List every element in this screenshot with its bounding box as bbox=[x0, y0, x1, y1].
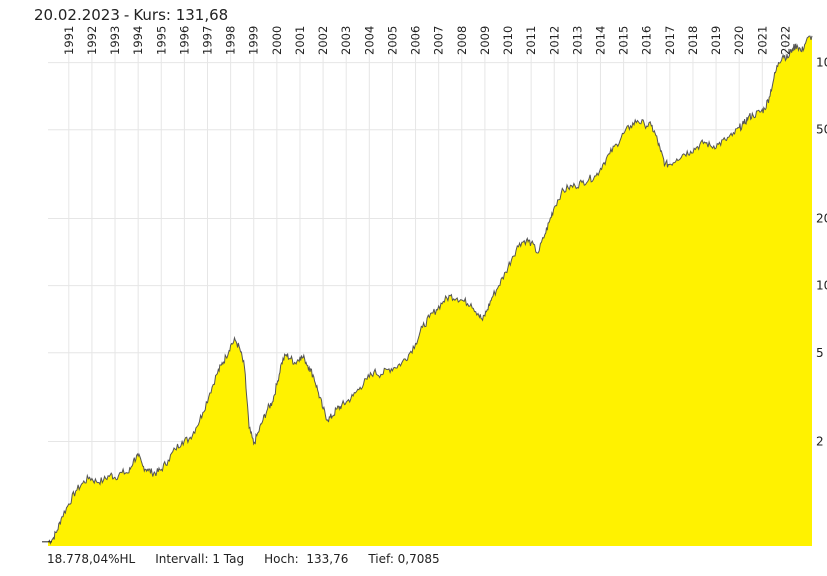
x-tick-label: 2013 bbox=[570, 26, 584, 55]
x-tick-label: 2015 bbox=[617, 26, 631, 55]
x-axis-labels: 1991 1992 1993 1994 1995 1996 1997 1998 1999 2000… bbox=[62, 26, 793, 55]
x-tick-label: 2007 bbox=[432, 26, 446, 55]
x-tick-label: 2001 bbox=[293, 26, 307, 55]
x-tick-label: 2014 bbox=[593, 26, 607, 55]
y-tick-label: 100 bbox=[816, 56, 827, 70]
series-line bbox=[47, 35, 813, 545]
x-tick-label: 1992 bbox=[85, 26, 99, 55]
x-tick-label: 2005 bbox=[385, 26, 399, 55]
footer-high: Hoch: 133,76 bbox=[264, 552, 349, 566]
y-tick-label: 5 bbox=[816, 346, 824, 360]
x-tick-label: 2016 bbox=[640, 26, 654, 55]
x-tick-label: 2009 bbox=[478, 26, 492, 55]
x-tick-label: 1999 bbox=[247, 26, 261, 55]
x-tick-label: 2022 bbox=[778, 26, 792, 55]
x-tick-label: 2018 bbox=[686, 26, 700, 55]
y-axis-labels: 2 5 10 20 50 100 bbox=[816, 56, 827, 449]
series-area bbox=[48, 35, 812, 547]
x-tick-label: 2019 bbox=[709, 26, 723, 55]
y-tick-label: 2 bbox=[816, 435, 824, 449]
x-tick-label: 2000 bbox=[270, 26, 284, 55]
footer-low: Tief: 0,7085 bbox=[368, 552, 440, 566]
y-tick-label: 10 bbox=[816, 279, 827, 293]
x-tick-label: 2010 bbox=[501, 26, 515, 55]
x-tick-label: 1991 bbox=[62, 26, 76, 55]
x-tick-label: 1997 bbox=[201, 26, 215, 55]
x-tick-label: 2003 bbox=[339, 26, 353, 55]
x-tick-label: 2021 bbox=[755, 26, 769, 55]
y-tick-label: 50 bbox=[816, 123, 827, 137]
footer-interval: Intervall: 1 Tag bbox=[155, 552, 245, 566]
footer-performance: 18.778,04%HL bbox=[47, 552, 136, 566]
x-tick-label: 2011 bbox=[524, 26, 538, 55]
x-tick-label: 1993 bbox=[108, 26, 122, 55]
x-tick-label: 2002 bbox=[316, 26, 330, 55]
header-price: Kurs: 131,68 bbox=[133, 6, 229, 24]
chart-header: 20.02.2023- Kurs: 131,68 bbox=[34, 6, 228, 24]
x-tick-label: 2006 bbox=[409, 26, 423, 55]
x-tick-label: 1996 bbox=[177, 26, 191, 55]
x-tick-label: 1995 bbox=[154, 26, 168, 55]
x-tick-label: 2008 bbox=[455, 26, 469, 55]
y-tick-label: 20 bbox=[816, 211, 827, 225]
header-date: 20.02.2023 bbox=[34, 6, 120, 24]
x-tick-label: 2020 bbox=[732, 26, 746, 55]
x-tick-label: 1998 bbox=[224, 26, 238, 55]
x-tick-label: 1994 bbox=[131, 26, 145, 55]
chart-footer: 18.778,04%HL Intervall: 1 Tag Hoch: 133,76… bbox=[47, 552, 460, 566]
header-separator: - bbox=[123, 6, 130, 24]
x-tick-label: 2012 bbox=[547, 26, 561, 55]
area-plot bbox=[42, 35, 813, 547]
x-tick-label: 2004 bbox=[362, 26, 376, 55]
x-tick-label: 2017 bbox=[663, 26, 677, 55]
